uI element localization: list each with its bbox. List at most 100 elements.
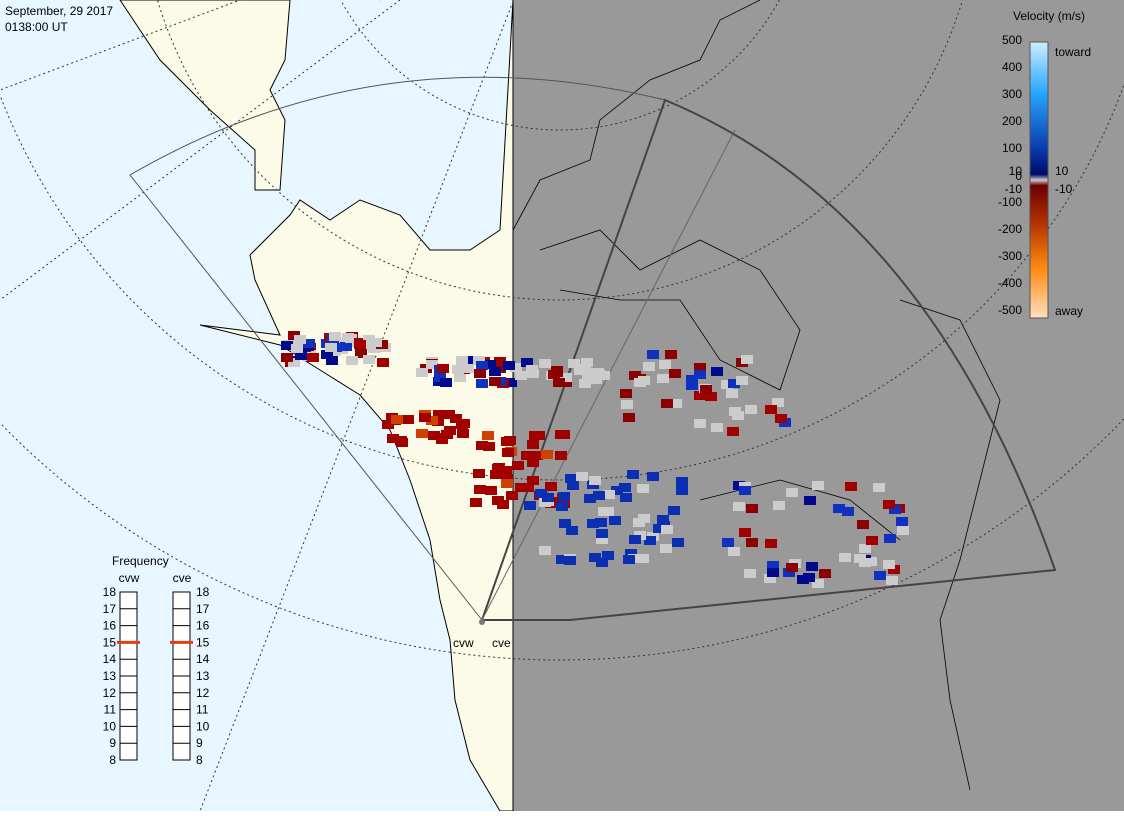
velocity-tick-label: 300 [1002, 87, 1022, 101]
frequency-tick-label: 15 [103, 635, 117, 649]
cell [705, 392, 717, 401]
cell [620, 493, 632, 502]
cell [587, 519, 599, 528]
cell [321, 350, 333, 359]
cell [559, 519, 571, 528]
cell [402, 415, 414, 424]
cell [539, 359, 551, 368]
velocity-title: Velocity (m/s) [1013, 9, 1085, 23]
cell [711, 367, 723, 376]
velocity-tick-label: 100 [1002, 141, 1022, 155]
cell [589, 476, 601, 485]
cell [873, 483, 885, 492]
cell [582, 370, 594, 379]
cell [620, 389, 632, 398]
cell [354, 340, 366, 349]
cell [637, 484, 649, 493]
cell [833, 504, 845, 513]
cell [556, 555, 568, 564]
cell [668, 506, 680, 515]
scatter-cells [281, 331, 909, 588]
cell [727, 427, 739, 436]
cell [473, 469, 485, 478]
cell [489, 367, 501, 376]
cell [603, 490, 615, 499]
cell [598, 507, 610, 516]
cell [739, 528, 751, 537]
time: 0138:00 UT [5, 20, 68, 34]
cell [579, 364, 591, 373]
cell [694, 363, 706, 372]
cell [382, 420, 394, 429]
cell [531, 451, 543, 460]
cell [672, 538, 684, 547]
land [119, 0, 514, 812]
cell [728, 547, 740, 556]
cell [340, 342, 352, 351]
cell [883, 500, 895, 509]
cell [629, 371, 641, 380]
cell [497, 500, 509, 509]
cell [786, 563, 798, 572]
cell [542, 493, 554, 502]
cell [437, 364, 449, 373]
frequency-tick-label: 14 [103, 652, 117, 666]
cell [797, 575, 809, 584]
cell [619, 483, 631, 492]
cell [428, 431, 440, 440]
cell [560, 378, 572, 387]
frequency-tick-label: 10 [196, 719, 210, 733]
velocity-tick-label: -500 [998, 303, 1022, 317]
cell [462, 364, 474, 373]
radar-name: cve [173, 571, 192, 585]
cell [728, 379, 740, 388]
cell [609, 516, 621, 525]
cell [711, 423, 723, 432]
cell [741, 355, 753, 364]
cell [764, 574, 776, 583]
cell [355, 349, 367, 358]
cell [426, 416, 438, 425]
date: September, 29 2017 [5, 4, 113, 18]
cell [454, 373, 466, 382]
cell [501, 474, 513, 483]
cell [527, 369, 539, 378]
frequency-tick-label: 11 [104, 703, 117, 717]
cell [510, 363, 522, 372]
cell [883, 560, 895, 569]
cell [590, 375, 602, 384]
cell [551, 368, 563, 377]
frequency-tick-label: 17 [103, 602, 117, 616]
cell [533, 431, 545, 440]
cell [765, 539, 777, 548]
cell [623, 555, 635, 564]
cell [456, 356, 468, 365]
cell [745, 405, 757, 414]
fov-cve [480, 98, 1057, 621]
frequency-tick-label: 8 [196, 753, 203, 767]
cell [886, 576, 898, 585]
cell [560, 373, 572, 382]
velocity-tick-label: -300 [998, 249, 1022, 263]
velocity-tick-label: -200 [998, 222, 1022, 236]
cell [363, 335, 375, 344]
cell [377, 358, 389, 367]
cell [676, 477, 688, 486]
cell [288, 358, 300, 367]
cell [281, 353, 293, 362]
cell [627, 470, 639, 479]
cell [819, 569, 831, 578]
cell [866, 536, 878, 545]
velocity-tick-label: 500 [1002, 33, 1022, 47]
cell [589, 553, 601, 562]
cell [669, 369, 681, 378]
cell [767, 568, 779, 577]
toward-label: toward [1055, 45, 1091, 59]
cell [521, 358, 533, 367]
cell [565, 474, 577, 483]
cell [657, 515, 669, 524]
cell [579, 379, 591, 388]
cell [621, 400, 633, 409]
cell [596, 535, 608, 544]
cell [443, 410, 455, 419]
